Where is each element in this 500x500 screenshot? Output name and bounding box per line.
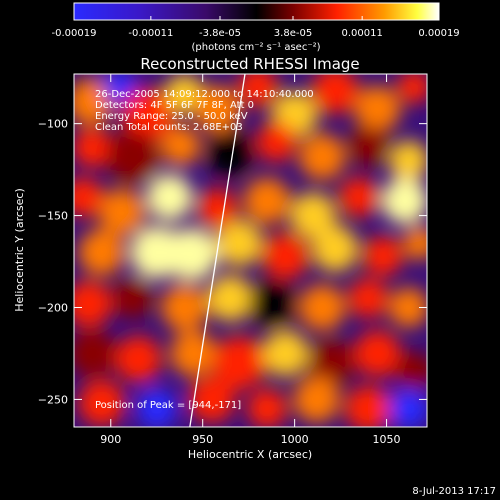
colorbar-ticks: -0.00019 -0.00011 -3.8e-05 3.8e-05 0.00011 0.… (52, 16, 460, 39)
heatmap-blob (164, 74, 205, 115)
heatmap-blob (112, 278, 153, 319)
heatmap-blob (106, 130, 160, 184)
heatmap-blob (249, 280, 296, 327)
heatmap-blob (103, 74, 137, 104)
heatmap-blob (345, 385, 392, 427)
colorbar-tick-label: -0.00019 (52, 28, 97, 39)
heatmap-blob (197, 188, 238, 229)
heatmap-blob (136, 388, 177, 427)
annotation-line: Clean Total counts: 2.68E+03 (95, 122, 243, 133)
y-axis-label: Heliocentric Y (arcsec) (13, 188, 26, 312)
y-tick-label: −250 (38, 393, 68, 406)
heatmap-blob (207, 129, 254, 177)
colorbar-tick-label: 3.8e-05 (274, 28, 312, 39)
heatmap-blob (207, 275, 254, 322)
heatmap-blob (161, 284, 208, 331)
heatmap-blob (256, 122, 297, 162)
heatmap-blob (388, 388, 427, 427)
heatmap-blob (165, 227, 219, 281)
annotation-line: Energy Range: 25.0 - 50.0 keV (95, 111, 248, 122)
peak-position-annotation: Position of Peak = [944,-171] (95, 400, 241, 411)
heatmap-blob (98, 188, 145, 236)
colorbar-tick-label: 0.00011 (341, 28, 382, 39)
heatmap-blob (212, 336, 266, 390)
heatmap-blob (348, 278, 389, 319)
footer-timestamp: 8-Jul-2013 17:17 (412, 486, 496, 497)
heatmap-blob (299, 133, 346, 180)
heatmap-blob (160, 125, 201, 166)
x-tick-label: 1050 (373, 433, 401, 446)
heatmap-blob (388, 287, 427, 328)
colorbar-tick-label: 0.00019 (418, 28, 459, 39)
heatmap-blob (397, 74, 427, 104)
colorbar-tick-label: -0.00011 (128, 28, 173, 39)
x-tick-label: 950 (192, 433, 213, 446)
y-tick-label: −100 (38, 118, 68, 131)
heatmap-blob (121, 87, 175, 141)
heatmap-blob (289, 192, 337, 239)
colorbar-tick-label: -3.8e-05 (199, 28, 241, 39)
heatmap-blob (293, 376, 340, 423)
heatmap-blob (299, 284, 346, 331)
colorbar-unit-label: (photons cm⁻² s⁻¹ asec⁻²) (191, 42, 320, 53)
heatmap-blob (216, 219, 263, 267)
heatmap-blob (78, 379, 125, 427)
y-tick-label: −150 (38, 210, 68, 223)
heatmap-blob (354, 330, 401, 377)
heatmap-blob (381, 177, 427, 225)
heatmap-blob (388, 140, 427, 181)
y-tick-label: −200 (38, 301, 68, 314)
heatmap-blob (194, 85, 241, 133)
heatmap-blob (394, 351, 427, 392)
x-tick-label: 1000 (281, 433, 309, 446)
heatmap-blob (262, 232, 309, 280)
heatmap-blob (78, 229, 125, 276)
heatmap-blob (74, 330, 116, 377)
solar-limb-line (189, 74, 246, 427)
heatmap-blob (238, 74, 278, 107)
heatmap-blob (363, 236, 403, 276)
heatmap-blob (247, 388, 287, 427)
heatmap-blob (243, 177, 291, 225)
x-axis: 900 950 1000 1050 (100, 74, 401, 446)
heatmap-blob (354, 85, 401, 133)
plot-frame (73, 73, 428, 428)
annotation-line: 26-Dec-2005 14:09:12.000 to 14:10:40.000 (95, 89, 314, 100)
heatmap-blob (146, 174, 193, 221)
heatmap-blob (339, 177, 379, 218)
heatmap-blob (311, 225, 359, 272)
colorbar (73, 2, 440, 21)
heatmap-blob (188, 376, 236, 423)
x-axis-label: Heliocentric X (arcsec) (188, 448, 312, 461)
heatmap-blob (115, 335, 162, 383)
heatmap-blob (311, 74, 359, 114)
heatmap-blob (74, 127, 113, 168)
chart-title: Reconstructed RHESSI Image (140, 55, 359, 73)
y-axis: −100 −150 −200 −250 (38, 118, 427, 406)
heatmap-blob (308, 339, 355, 386)
heatmap-blob (348, 125, 389, 166)
x-tick-label: 900 (100, 433, 121, 446)
heatmap-blob (403, 226, 427, 260)
annotation-line: Detectors: 4F 5F 6F 7F 8F, Att 0 (95, 100, 254, 111)
heatmap-blob (170, 330, 217, 377)
annotations: 26-Dec-2005 14:09:12.000 to 14:10:40.000… (95, 89, 314, 411)
heatmap-blob (262, 330, 309, 377)
heatmap (74, 74, 427, 427)
heatmap-blob (74, 280, 112, 327)
heatmap-blob (74, 177, 104, 218)
